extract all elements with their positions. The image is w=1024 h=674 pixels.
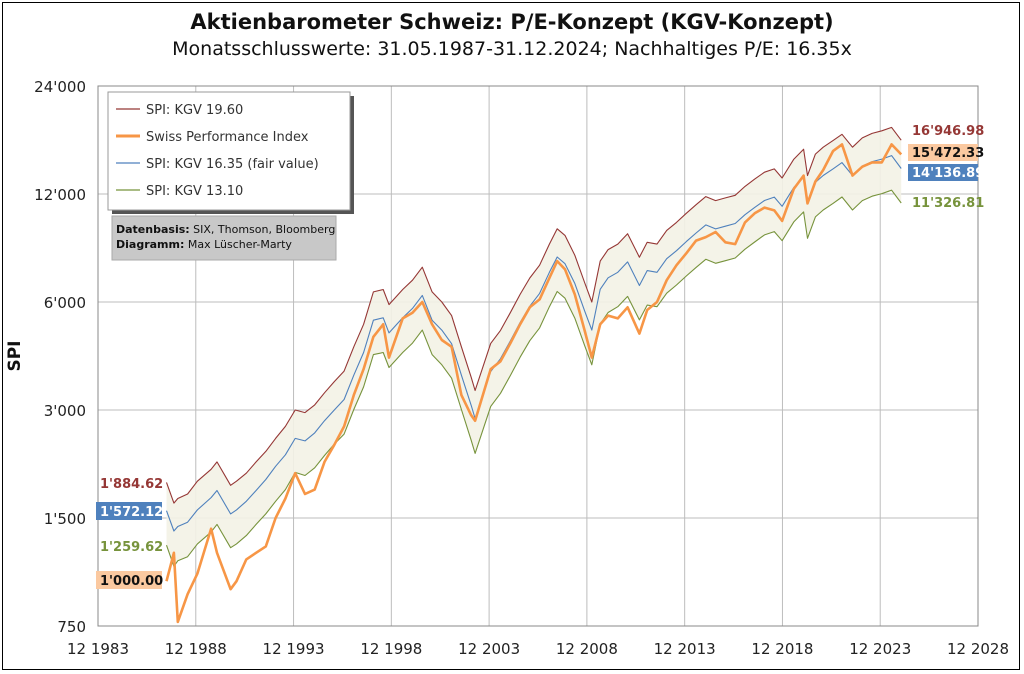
end-label: 14'136.89 (912, 166, 984, 181)
x-tick-label: 12 2013 (654, 640, 716, 658)
legend-label: Swiss Performance Index (146, 130, 309, 145)
legend-label: SPI: KGV 19.60 (146, 103, 243, 118)
end-label-bg (908, 164, 978, 181)
legend-box (107, 91, 351, 211)
end-label: 11'326.81 (912, 196, 984, 211)
source-line-1: Datenbasis: SIX, Thomson, Bloomberg (116, 223, 335, 236)
y-tick-label: 6'000 (44, 294, 86, 312)
source-box-bg (111, 215, 337, 261)
x-tick-label: 12 1988 (165, 640, 227, 658)
series-line-2 (165, 155, 902, 532)
x-tick-label: 12 2008 (556, 640, 618, 658)
end-label-bg (908, 144, 978, 161)
series-line-3 (165, 189, 902, 567)
start-label-bg (96, 502, 162, 520)
chart-title: Aktienbarometer Schweiz: P/E-Konzept (KG… (190, 10, 834, 34)
series-line-1 (165, 143, 903, 624)
y-tick-label: 12'000 (34, 186, 86, 204)
x-tick-label: 12 2018 (751, 640, 813, 658)
fair-value-band (166, 127, 902, 567)
y-tick-label: 750 (57, 618, 86, 636)
y-tick-label: 3'000 (44, 402, 86, 420)
legend-label: SPI: KGV 13.10 (146, 184, 243, 199)
start-label: 1'259.62 (100, 540, 163, 555)
source-line-2: Diagramm: Max Lüscher-Marty (116, 238, 292, 251)
source-box: Datenbasis: SIX, Thomson, Bloomberg Diag… (111, 215, 337, 261)
y-axis-label: SPI (5, 340, 25, 371)
x-tick-label: 12 2028 (947, 640, 1009, 658)
start-label: 1'572.12 (100, 505, 163, 520)
x-tick-label: 12 1998 (360, 640, 422, 658)
x-tick-labels: 12 1983 12 1988 12 1993 12 1998 12 2003 12 20… (67, 640, 1009, 658)
y-tick-label: 1'500 (44, 510, 86, 528)
series-lines (165, 126, 903, 624)
legend-label: SPI: KGV 16.35 (fair value) (146, 157, 319, 172)
plot-area (97, 85, 979, 627)
legend: SPI: KGV 19.60 Swiss Performance Index SPI… (107, 91, 354, 214)
x-tick-label: 12 1993 (263, 640, 325, 658)
start-label-bg (96, 571, 162, 589)
chart-subtitle: Monatsschlusswerte: 31.05.1987-31.12.202… (172, 38, 852, 60)
start-label: 1'000.00 (100, 574, 163, 589)
y-tick-labels: 750 1'500 3'000 6'000 12'000 24'000 (34, 78, 86, 636)
end-label: 15'472.33 (912, 146, 984, 161)
x-tick-label: 12 2003 (458, 640, 520, 658)
start-label: 1'884.62 (100, 477, 163, 492)
x-tick-label: 12 2023 (849, 640, 911, 658)
series-line-0 (165, 126, 902, 504)
end-label: 16'946.98 (912, 124, 984, 139)
start-value-labels: 1'884.62 1'572.12 1'259.62 1'000.00 (96, 477, 163, 589)
x-tick-label: 12 1983 (67, 640, 129, 658)
y-tick-label: 24'000 (34, 78, 86, 96)
end-value-labels: 16'946.98 15'472.33 14'136.89 11'326.81 (908, 124, 984, 211)
